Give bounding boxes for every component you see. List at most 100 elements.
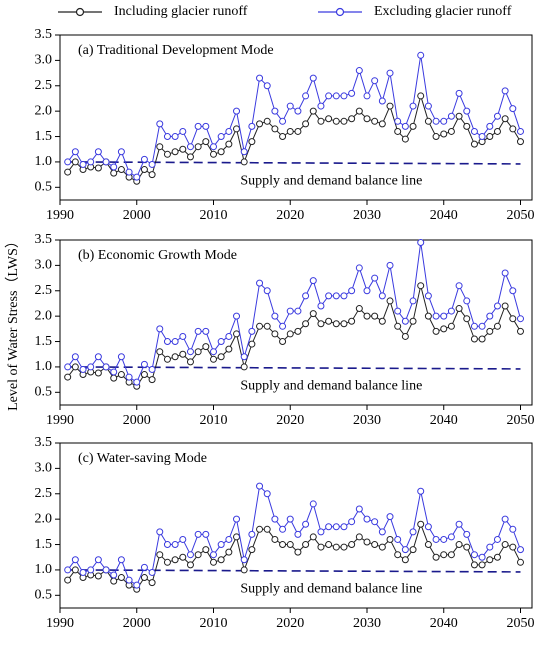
data-point	[194, 122, 202, 130]
data-point	[64, 576, 72, 584]
data-point	[209, 150, 217, 158]
data-point	[470, 335, 478, 343]
data-point	[470, 322, 478, 330]
data-point	[64, 373, 72, 381]
data-point	[440, 535, 448, 543]
data-point	[79, 568, 87, 576]
data-point	[417, 239, 425, 247]
data-point	[225, 332, 233, 340]
data-point	[470, 127, 478, 135]
data-point	[256, 279, 264, 287]
data-point	[186, 143, 194, 151]
data-point	[440, 325, 448, 333]
data-point	[271, 515, 279, 523]
data-point	[363, 287, 371, 295]
data-point	[386, 513, 394, 521]
data-point	[463, 297, 471, 305]
data-point	[355, 107, 363, 115]
balance-line	[67, 569, 521, 573]
x-tick-label: 2040	[430, 413, 458, 428]
data-point	[424, 541, 432, 549]
y-tick-label: 0.5	[35, 180, 53, 195]
data-point	[355, 305, 363, 313]
y-tick-label: 1.5	[35, 129, 53, 144]
data-point	[501, 269, 509, 277]
data-point	[302, 120, 310, 128]
data-point	[516, 558, 524, 566]
data-point	[302, 292, 310, 300]
x-tick-label: 2020	[276, 208, 304, 223]
data-point	[64, 158, 72, 166]
data-point	[110, 374, 118, 382]
data-point	[371, 541, 379, 549]
data-point	[325, 317, 333, 325]
data-point	[386, 261, 394, 269]
data-point	[340, 92, 348, 100]
data-point	[424, 117, 432, 125]
y-tick-label: 3.0	[35, 53, 53, 68]
data-point	[417, 282, 425, 290]
data-point	[240, 363, 248, 371]
data-point	[110, 571, 118, 579]
data-point	[394, 127, 402, 135]
data-point	[463, 543, 471, 551]
data-point	[217, 556, 225, 564]
x-tick-label: 2050	[506, 413, 534, 428]
data-point	[516, 327, 524, 335]
annotation: Supply and demand balance line	[240, 173, 422, 188]
data-point	[64, 363, 72, 371]
data-point	[401, 556, 409, 564]
data-point	[509, 525, 517, 533]
data-point	[202, 530, 210, 538]
y-tick-label: 2.5	[35, 283, 53, 298]
y-tick-label: 0.5	[35, 588, 53, 603]
y-tick-label: 3.5	[35, 435, 53, 450]
data-point	[279, 525, 287, 533]
data-point	[225, 345, 233, 353]
data-point	[279, 338, 287, 346]
data-point	[493, 553, 501, 561]
data-point	[217, 148, 225, 156]
data-point	[447, 322, 455, 330]
data-point	[271, 535, 279, 543]
legend-marker	[335, 7, 345, 17]
data-point	[309, 500, 317, 508]
panel-title: (c) Water-saving Mode	[78, 451, 207, 466]
data-point	[371, 518, 379, 526]
data-point	[194, 143, 202, 151]
data-point	[355, 533, 363, 541]
y-tick-label: 3.0	[35, 461, 53, 476]
data-point	[378, 317, 386, 325]
data-point	[348, 287, 356, 295]
data-point	[417, 51, 425, 59]
x-tick-label: 2010	[199, 616, 227, 631]
data-point	[102, 158, 110, 166]
data-point	[256, 525, 264, 533]
data-point	[248, 530, 256, 538]
data-point	[171, 338, 179, 346]
data-point	[148, 171, 156, 179]
data-point	[163, 150, 171, 158]
data-point	[94, 572, 102, 580]
data-point	[432, 327, 440, 335]
data-point	[171, 133, 179, 141]
data-point	[294, 307, 302, 315]
data-point	[340, 320, 348, 328]
data-point	[478, 335, 486, 343]
data-point	[309, 310, 317, 318]
data-point	[263, 287, 271, 295]
data-point	[71, 363, 79, 371]
x-tick-label: 1990	[46, 208, 74, 223]
data-point	[117, 353, 125, 361]
data-point	[455, 541, 463, 549]
data-point	[217, 353, 225, 361]
data-point	[501, 87, 509, 95]
data-point	[294, 107, 302, 115]
data-point	[440, 130, 448, 138]
data-point	[171, 353, 179, 361]
data-point	[171, 541, 179, 549]
data-point	[447, 533, 455, 541]
data-point	[194, 530, 202, 538]
data-point	[470, 551, 478, 559]
data-point	[401, 332, 409, 340]
